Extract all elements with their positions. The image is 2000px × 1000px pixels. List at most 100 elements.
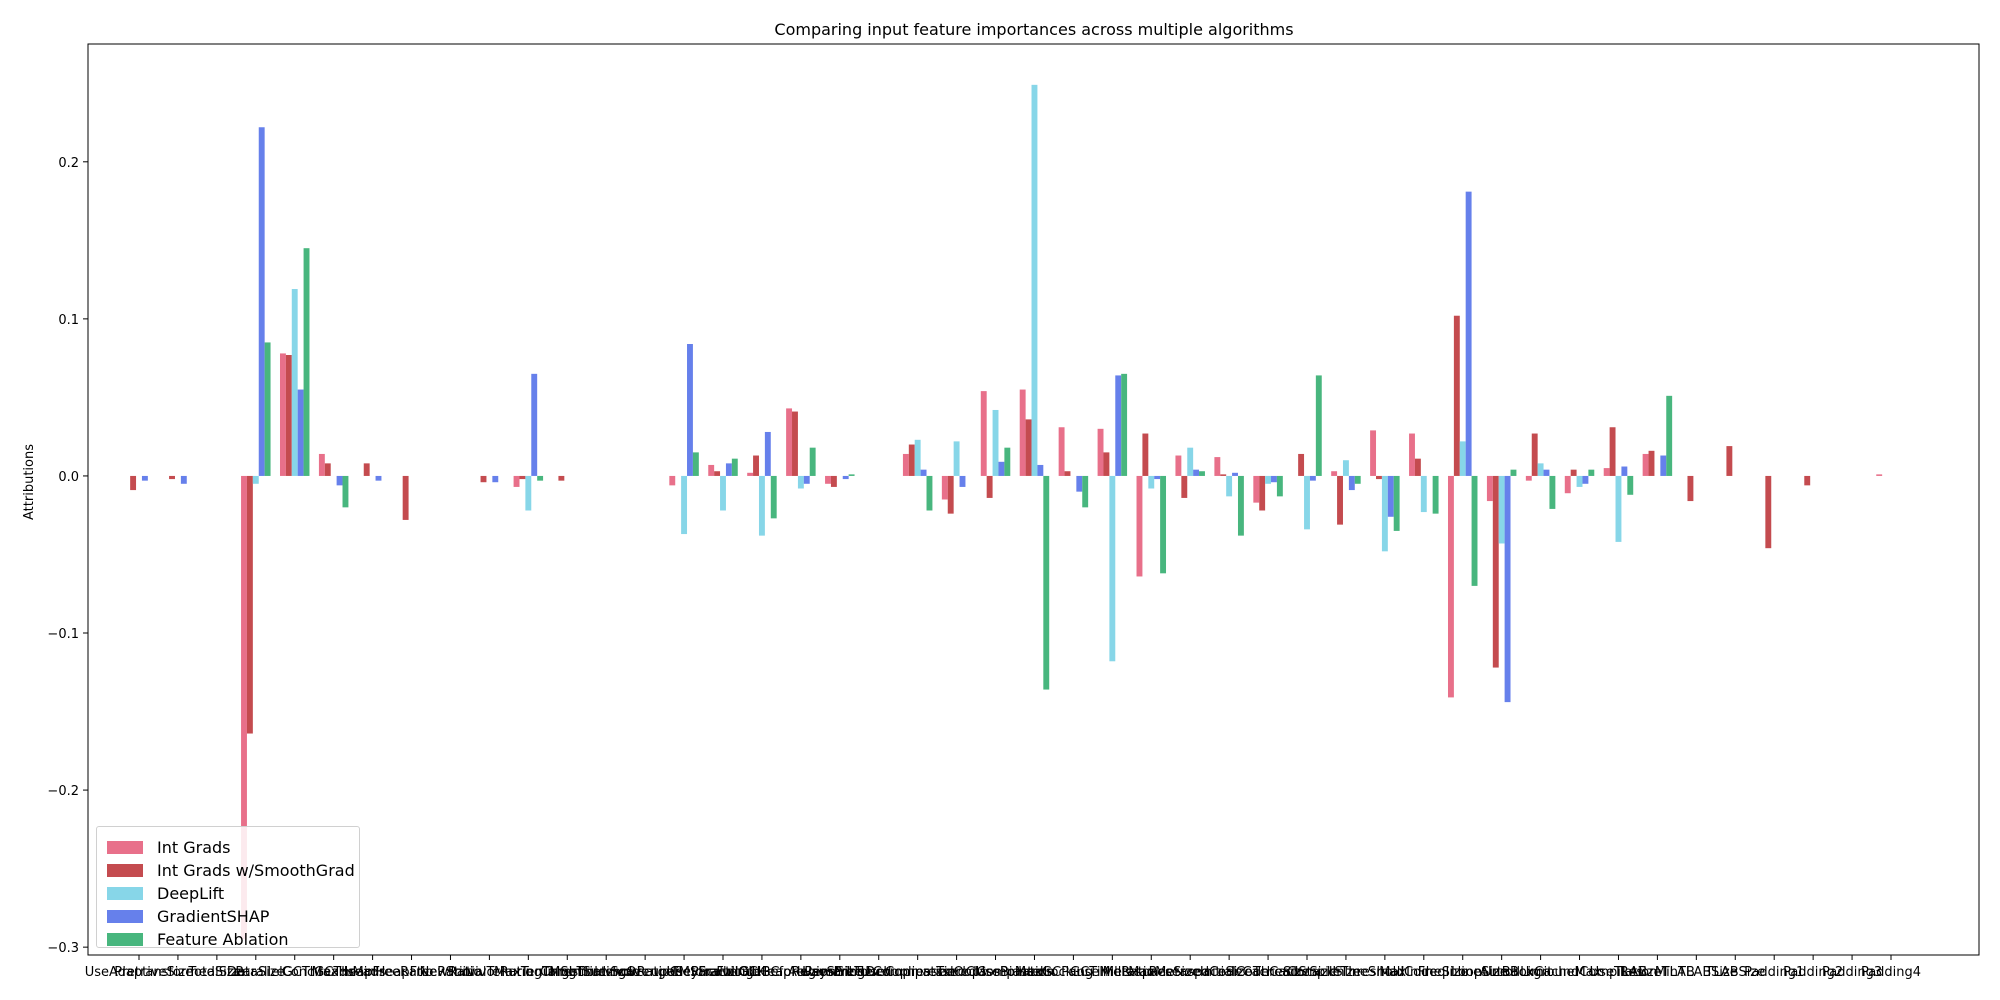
bar-int-grads	[1525, 475, 1532, 481]
bar-feature-ablation	[1082, 475, 1089, 508]
bar-int-grads-w-smoothgrad	[908, 444, 915, 476]
bar-int-grads-w-smoothgrad	[130, 475, 137, 491]
bar-gradientshap	[1154, 475, 1161, 480]
bar-gradientshap	[1465, 191, 1472, 476]
bar-int-grads-w-smoothgrad	[986, 475, 993, 498]
x-tick-label: GCTimeRatio	[1070, 965, 1154, 980]
bar-deeplift	[1304, 475, 1310, 530]
legend-label-int-grads-smoothgrad: Int Grads w/SmoothGrad	[157, 860, 355, 880]
bar-int-grads-w-smoothgrad	[169, 475, 175, 480]
bar-gradientshap	[531, 373, 538, 476]
bar-feature-ablation	[1510, 469, 1517, 476]
x-tick-label: UseAdaptiveSize	[85, 965, 194, 980]
x-tick-label: FreqInlineSize	[1418, 965, 1508, 980]
y-tick-label: 0.1	[58, 313, 79, 328]
x-tick-label: Padding1	[1744, 965, 1804, 980]
bar-int-grads	[318, 453, 325, 476]
bar-int-grads	[941, 475, 948, 500]
x-tick-label: TLABSize	[1704, 965, 1765, 980]
bar-deeplift	[1342, 460, 1349, 476]
x-tick-label: ResizeTLAB	[1620, 965, 1695, 980]
bar-deeplift	[1498, 475, 1505, 544]
x-tick-label: ReservedCodeCacheSize	[1149, 965, 1310, 980]
x-tick-label: Padding3	[1822, 965, 1882, 980]
x-tick-label: UseTLAB	[1590, 965, 1648, 980]
bar-int-grads	[1486, 475, 1493, 502]
bar-deeplift	[1109, 475, 1116, 662]
bar-feature-ablation	[264, 342, 271, 476]
bar-feature-ablation	[537, 475, 544, 481]
bar-gradientshap	[764, 431, 771, 476]
bar-gradientshap	[1232, 472, 1238, 476]
bar-deeplift	[1226, 475, 1233, 497]
legend-item-int-grads: Int Grads	[107, 837, 231, 857]
y-tick-label: −0.1	[47, 627, 79, 642]
bar-int-grads	[1564, 475, 1571, 494]
bar-gradientshap	[998, 461, 1005, 476]
plot-area-frame	[87, 43, 1980, 956]
bar-int-grads	[1331, 471, 1338, 476]
bar-deeplift	[953, 441, 960, 476]
legend-label-int-grads: Int Grads	[157, 837, 231, 857]
bar-int-grads	[980, 391, 987, 476]
bar-int-grads-w-smoothgrad	[1531, 433, 1538, 476]
bar-int-grads-w-smoothgrad	[1453, 315, 1460, 476]
bar-gradientshap	[297, 389, 304, 476]
x-tick-label: DataSize	[227, 965, 285, 980]
x-tick-label: MinTLABSize	[1655, 965, 1738, 980]
x-tick-label: CompileThreshold	[1287, 965, 1404, 980]
x-tick-label: Padding2	[1783, 965, 1843, 980]
bar-int-grads-w-smoothgrad	[947, 475, 954, 514]
bar-int-grads	[1603, 468, 1610, 476]
bar-gradientshap	[803, 475, 810, 484]
bar-int-grads-w-smoothgrad	[1376, 475, 1382, 480]
bar-feature-ablation	[1393, 475, 1400, 531]
bar-int-grads	[825, 475, 831, 484]
bar-gradientshap	[1387, 475, 1394, 517]
bar-feature-ablation	[848, 474, 855, 476]
bar-int-grads	[1370, 430, 1377, 476]
bar-feature-ablation	[1276, 475, 1283, 497]
chart-legend: Int Grads Int Grads w/SmoothGrad DeepLif…	[96, 826, 360, 949]
x-tick-label: SurvivorRatio	[446, 965, 534, 980]
bar-gradientshap	[336, 475, 343, 486]
bar-int-grads-w-smoothgrad	[1570, 469, 1577, 476]
bar-gradientshap	[1504, 475, 1511, 703]
bar-int-grads-w-smoothgrad	[1181, 475, 1188, 498]
bar-int-grads-w-smoothgrad	[1687, 475, 1694, 502]
legend-swatch-int-grads	[107, 840, 143, 854]
legend-item-deeplift: DeepLift	[107, 883, 224, 903]
legend-item-gradientshap: GradientSHAP	[107, 906, 269, 926]
bar-feature-ablation	[770, 475, 777, 519]
legend-label-gradientshap: GradientSHAP	[157, 906, 270, 926]
bar-int-grads-w-smoothgrad	[792, 411, 798, 476]
bar-int-grads	[902, 453, 909, 476]
x-tick-label: ParallelGCThreads	[235, 965, 354, 980]
y-tick-label: 0.2	[58, 156, 79, 171]
x-tick-label: MaxTenuringThreshold	[494, 965, 641, 980]
bar-deeplift	[992, 409, 999, 476]
bar-int-grads-w-smoothgrad	[558, 475, 565, 481]
bar-int-grads	[1136, 475, 1143, 577]
bar-feature-ablation	[1432, 475, 1439, 514]
bar-int-grads-w-smoothgrad	[402, 475, 409, 520]
bar-gradientshap	[1271, 475, 1277, 483]
bar-int-grads	[1175, 455, 1182, 476]
x-tick-label: ScavengeBeforeFullGC	[610, 965, 757, 980]
x-axis-ticks: UseAdaptiveSizePretransformedSizeTotalSi…	[85, 955, 1921, 980]
bar-int-grads-w-smoothgrad	[830, 475, 837, 487]
bar-gradientshap	[687, 344, 693, 476]
bar-int-grads	[747, 472, 754, 476]
x-tick-label: UseCompressedOops	[849, 965, 988, 980]
bar-gradientshap	[1115, 375, 1122, 476]
x-tick-label: PretransformedSize	[114, 965, 241, 980]
bar-deeplift	[1537, 463, 1544, 476]
bar-deeplift	[291, 289, 298, 476]
y-tick-label: −0.3	[47, 941, 79, 956]
x-tick-label: ConcGCThreads	[282, 965, 386, 980]
bar-int-grads-w-smoothgrad	[714, 471, 721, 476]
x-tick-label: UseCompressedClassPointers	[861, 965, 1053, 980]
bar-int-grads-w-smoothgrad	[324, 463, 331, 476]
x-tick-label: AlwaysPreTouch	[788, 965, 892, 980]
x-tick-label: MaxHeapFreeRatio	[312, 965, 434, 980]
